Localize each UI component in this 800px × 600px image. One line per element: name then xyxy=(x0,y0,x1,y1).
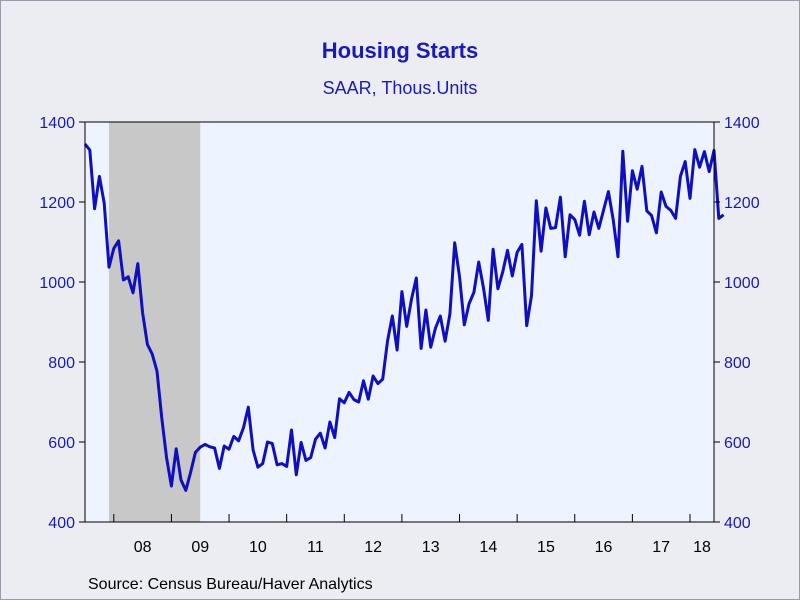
x-tick-label: 10 xyxy=(249,539,267,556)
plot-border xyxy=(84,121,715,523)
x-tick-label: 18 xyxy=(693,539,711,556)
x-tick-label: 16 xyxy=(595,539,613,556)
y-tick-label-left: 1000 xyxy=(39,275,75,292)
recession-band xyxy=(109,122,201,522)
x-tick-label: 14 xyxy=(479,539,497,556)
x-tick-label: 17 xyxy=(652,539,670,556)
y-tick-label-left: 1400 xyxy=(39,115,75,132)
y-tick-label-left: 1200 xyxy=(39,195,75,212)
x-tick-label: 12 xyxy=(364,539,382,556)
y-tick-label-left: 800 xyxy=(48,355,75,372)
y-tick-label-right: 1200 xyxy=(724,195,760,212)
y-tick-label-right: 400 xyxy=(724,515,751,532)
y-tick-label-right: 800 xyxy=(724,355,751,372)
chart-subtitle: SAAR, Thous.Units xyxy=(322,78,478,98)
y-tick-label-left: 600 xyxy=(48,435,75,452)
source-note: Source: Census Bureau/Haver Analytics xyxy=(88,576,373,593)
y-tick-label-left: 400 xyxy=(48,515,75,532)
y-tick-label-right: 600 xyxy=(724,435,751,452)
series-line-0 xyxy=(83,143,725,492)
y-tick-label-right: 1000 xyxy=(724,275,760,292)
x-tick-label: 08 xyxy=(134,539,152,556)
x-tick-label: 09 xyxy=(191,539,209,556)
y-tick-label-right: 1400 xyxy=(724,115,760,132)
x-tick-label: 13 xyxy=(422,539,440,556)
chart-title: Housing Starts xyxy=(321,38,479,63)
x-tick-label: 11 xyxy=(307,539,324,556)
x-tick-label: 15 xyxy=(537,539,555,556)
